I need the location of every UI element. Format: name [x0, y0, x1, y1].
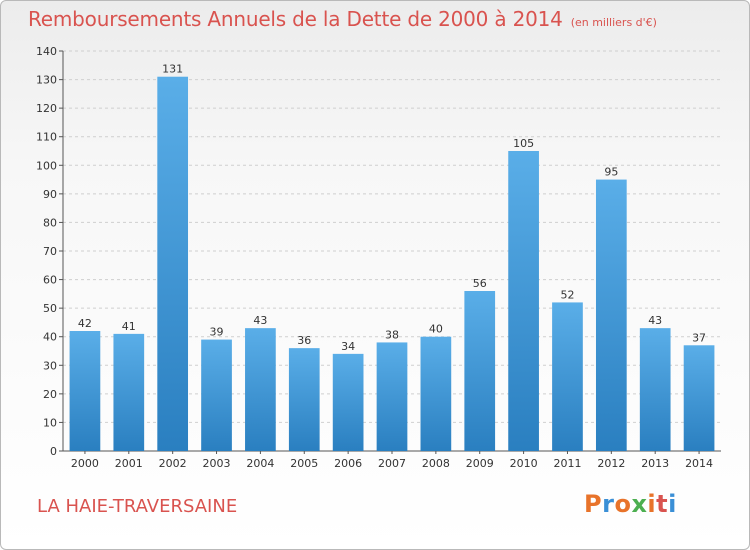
bar-value-label: 52 — [560, 288, 574, 301]
bar — [639, 328, 671, 451]
x-tick-label: 2012 — [597, 457, 625, 470]
logo-letter: i — [647, 490, 657, 518]
bar-value-label: 43 — [648, 314, 662, 327]
x-tick-label: 2002 — [159, 457, 187, 470]
y-tick-label: 70 — [43, 245, 57, 258]
y-tick-label: 50 — [43, 302, 57, 315]
bar — [201, 339, 232, 451]
bar — [245, 328, 276, 451]
bar-value-label: 34 — [341, 340, 355, 353]
y-tick-label: 60 — [43, 274, 57, 287]
x-tick-label: 2009 — [466, 457, 494, 470]
bar — [683, 345, 715, 451]
x-tick-label: 2014 — [685, 457, 713, 470]
bar-value-label: 56 — [473, 277, 487, 290]
chart-title-text: Remboursements Annuels de la Dette de 20… — [28, 7, 563, 31]
bar-value-label: 41 — [122, 320, 136, 333]
x-tick-label: 2013 — [641, 457, 669, 470]
logo-letter: r — [602, 490, 615, 518]
logo-letter: o — [614, 490, 632, 518]
bar-value-label: 39 — [210, 326, 224, 339]
y-tick-label: 0 — [50, 445, 57, 458]
x-tick-label: 2005 — [290, 457, 318, 470]
chart-title: Remboursements Annuels de la Dette de 20… — [28, 7, 657, 31]
y-tick-label: 90 — [43, 188, 57, 201]
bar-value-label: 37 — [692, 331, 706, 344]
bar — [595, 179, 627, 452]
bar — [376, 342, 408, 451]
bar — [69, 331, 101, 451]
x-tick-label: 2003 — [203, 457, 231, 470]
x-tick-label: 2010 — [510, 457, 538, 470]
x-tick-label: 2006 — [334, 457, 362, 470]
y-tick-label: 110 — [36, 131, 57, 144]
y-tick-label: 10 — [43, 416, 57, 429]
x-tick-label: 2000 — [71, 457, 99, 470]
bar-value-label: 38 — [385, 328, 399, 341]
bar-value-label: 43 — [253, 314, 267, 327]
y-tick-label: 140 — [36, 45, 57, 58]
x-tick-label: 2004 — [246, 457, 274, 470]
y-tick-label: 80 — [43, 216, 57, 229]
bar — [420, 336, 452, 451]
bar — [552, 302, 583, 451]
bar — [288, 348, 320, 451]
y-tick-label: 40 — [43, 331, 57, 344]
bar-value-label: 36 — [297, 334, 311, 347]
logo-letter: i — [668, 490, 677, 518]
city-name: LA HAIE-TRAVERSAINE — [37, 496, 238, 517]
bar — [508, 151, 539, 451]
bar-value-label: 95 — [604, 166, 618, 179]
bar — [332, 353, 364, 451]
bar-value-label: 40 — [429, 323, 443, 336]
y-tick-label: 120 — [36, 102, 57, 115]
y-tick-label: 130 — [36, 74, 57, 87]
x-tick-label: 2011 — [553, 457, 581, 470]
logo-letter: t — [656, 490, 669, 518]
bar-value-label: 42 — [78, 317, 92, 330]
y-tick-label: 100 — [36, 159, 57, 172]
bar — [113, 333, 145, 451]
bar-value-label: 105 — [513, 137, 534, 150]
bar — [464, 291, 496, 451]
x-tick-label: 2007 — [378, 457, 406, 470]
y-tick-label: 30 — [43, 359, 57, 372]
logo-letter: x — [631, 490, 648, 518]
chart-unit: (en milliers d'€) — [570, 16, 657, 29]
x-tick-label: 2008 — [422, 457, 450, 470]
bar-value-label: 131 — [162, 63, 183, 76]
proxiti-logo[interactable]: Proxiti — [584, 490, 677, 518]
x-tick-label: 2001 — [115, 457, 143, 470]
logo-letter: P — [584, 490, 603, 518]
bar — [157, 76, 189, 451]
y-tick-label: 20 — [43, 388, 57, 401]
